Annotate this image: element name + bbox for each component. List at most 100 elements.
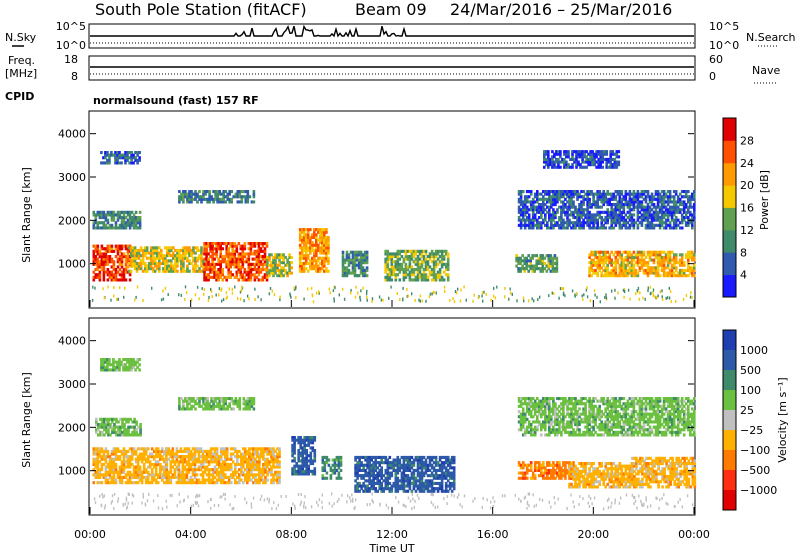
heatmap-cell	[203, 455, 207, 459]
heatmap-cell	[297, 469, 300, 473]
heatmap-cell	[187, 447, 191, 451]
heatmap-cell	[374, 474, 377, 478]
heatmap-cell	[242, 452, 245, 456]
heatmap-cell	[200, 261, 203, 265]
heatmap-cell	[567, 155, 570, 159]
heatmap-cell	[648, 250, 652, 254]
heatmap-cell	[548, 200, 551, 204]
heatmap-cell	[691, 274, 694, 278]
heatmap-cell	[235, 262, 239, 266]
heatmap-cell	[197, 468, 201, 472]
ground-scatter-cell	[452, 297, 454, 301]
heatmap-cell	[300, 228, 304, 232]
heatmap-cell	[622, 218, 626, 222]
heatmap-cell	[436, 273, 440, 277]
heatmap-cell	[195, 449, 199, 453]
heatmap-cell	[577, 163, 580, 167]
heatmap-cell	[610, 208, 613, 212]
heatmap-cell	[634, 274, 638, 278]
heatmap-cell	[209, 268, 212, 272]
heatmap-cell	[588, 200, 591, 204]
heatmap-cell	[599, 155, 602, 159]
heatmap-cell	[554, 216, 557, 220]
heatmap-cell	[313, 230, 316, 234]
heatmap-cell	[221, 462, 225, 466]
heatmap-cell	[266, 457, 269, 461]
heatmap-cell	[124, 161, 127, 165]
heatmap-cell	[676, 218, 680, 222]
heatmap-cell	[126, 153, 129, 157]
ground-scatter-cell	[617, 291, 619, 295]
heatmap-cell	[114, 481, 118, 485]
heatmap-cell	[630, 261, 634, 265]
heatmap-cell	[108, 260, 112, 264]
heatmap-cell	[604, 195, 607, 199]
heatmap-cell	[231, 447, 235, 451]
heatmap-cell	[652, 266, 656, 270]
heatmap-cell	[654, 250, 658, 254]
heatmap-cell	[100, 244, 104, 248]
heatmap-cell	[632, 223, 636, 227]
heatmap-cell	[237, 278, 241, 282]
heatmap-cell	[608, 261, 611, 265]
ground-scatter-cell	[201, 287, 203, 291]
heatmap-cell	[576, 210, 579, 214]
heatmap-cell	[100, 457, 104, 461]
heatmap-cell	[256, 468, 259, 472]
heatmap-cell	[562, 218, 565, 222]
heatmap-cell	[325, 241, 328, 245]
heatmap-cell	[126, 213, 130, 217]
heatmap-cell	[124, 473, 128, 477]
heatmap-cell	[313, 235, 316, 239]
heatmap-cell	[100, 260, 104, 264]
heatmap-cell	[624, 195, 628, 199]
heatmap-cell	[564, 203, 567, 207]
heatmap-cell	[127, 246, 131, 250]
heatmap-cell	[147, 264, 151, 268]
heatmap-cell	[372, 471, 375, 475]
heatmap-cell	[304, 233, 308, 237]
heatmap-cell	[345, 271, 349, 275]
heatmap-cell	[194, 251, 197, 255]
ground-scatter-cell	[652, 288, 655, 292]
heatmap-cell	[302, 269, 306, 273]
heatmap-cell	[666, 203, 670, 207]
heatmap-cell	[370, 468, 373, 472]
heatmap-cell	[307, 459, 310, 463]
heatmap-cell	[554, 200, 557, 204]
heatmap-cell	[236, 475, 239, 479]
heatmap-cell	[205, 257, 208, 261]
heatmap-cell	[650, 221, 654, 225]
heatmap-cell	[120, 273, 124, 277]
heatmap-cell	[124, 278, 128, 282]
heatmap-cell	[355, 250, 359, 254]
heatmap-cell	[203, 244, 206, 248]
heatmap-cell	[262, 478, 265, 482]
heatmap-cell	[674, 274, 678, 278]
heatmap-cell	[231, 262, 234, 266]
heatmap-cell	[114, 449, 118, 453]
heatmap-cell	[131, 256, 135, 260]
heatmap-cell	[670, 274, 674, 278]
beam-label: Beam 09	[355, 0, 427, 19]
heatmap-cell	[217, 457, 221, 461]
heatmap-cell	[594, 250, 597, 254]
heatmap-cell	[182, 190, 185, 194]
heatmap-cell	[578, 221, 581, 225]
heatmap-cell	[290, 255, 293, 259]
ground-scatter-cell	[504, 286, 506, 290]
heatmap-cell	[160, 261, 163, 265]
heatmap-cell	[202, 192, 205, 196]
heatmap-cell	[596, 195, 599, 199]
heatmap-cell	[248, 462, 251, 466]
heatmap-cell	[515, 264, 518, 268]
heatmap-cell	[118, 213, 122, 217]
heatmap-cell	[539, 267, 543, 271]
heatmap-cell	[205, 457, 209, 461]
heatmap-cell	[525, 223, 529, 227]
heatmap-cell	[689, 210, 692, 214]
heatmap-cell	[517, 223, 521, 227]
heatmap-cell	[572, 210, 575, 214]
heatmap-cell	[341, 261, 345, 265]
heatmap-cell	[519, 267, 522, 271]
